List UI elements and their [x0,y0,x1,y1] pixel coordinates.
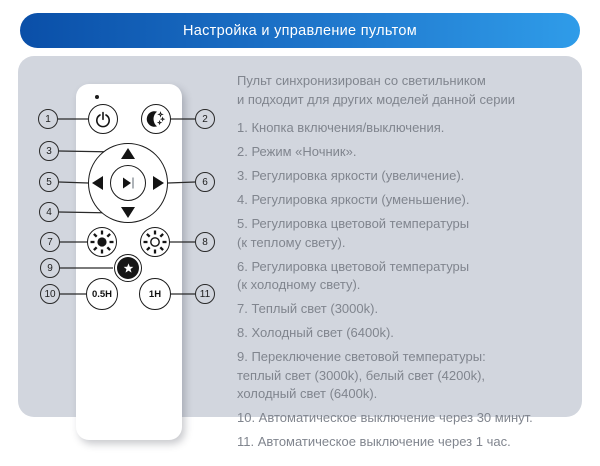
callout-11: 11 [195,284,215,304]
power-icon [94,110,112,128]
arrow-right-icon [153,176,164,190]
callout-4-number: 4 [46,206,52,218]
play-button [110,165,146,201]
callout-9: 9 [40,258,60,278]
instruction-item-3: 3. Регулировка яркости (увеличение). [237,168,465,183]
timer-30min-label: 0.5H [91,288,113,300]
callout-8: 8 [195,232,215,252]
instruction-item-2: 2. Режим «Ночник». [237,144,357,159]
power-button [88,104,118,134]
timer-30min-button: 0.5H [86,278,118,310]
star-disc [117,257,139,279]
instruction-item-8: 8. Холодный свет (6400k). [237,325,394,340]
header-banner: Настройка и управление пультом [20,13,580,48]
callout-5-number: 5 [46,176,52,188]
callout-7: 7 [40,232,60,252]
callout-2: 2 [195,109,215,129]
callout-11-number: 11 [199,288,211,300]
cold-light-icon [142,229,168,255]
instruction-item-6: 6. Регулировка цветовой температуры (к х… [237,258,470,293]
sync-note: Пульт синхронизирован со светильником и … [237,73,515,107]
warm-light-button [87,227,117,257]
play-icon [119,175,138,191]
callout-10: 10 [40,284,60,304]
instruction-item-7: 7. Теплый свет (3000k). [237,301,379,316]
instruction-item-11: 11. Автоматическое выключение через 1 ча… [237,434,511,449]
callout-10-number: 10 [44,288,56,300]
instruction-item-9: 9. Переключение световой температуры: те… [237,349,486,401]
warm-light-icon [89,229,115,255]
instruction-item-5: 5. Регулировка цветовой температуры (к т… [237,216,470,250]
instruction-item-4: 4. Регулировка яркости (уменьшение). [237,192,470,207]
temperature-cycle-button [114,254,142,282]
callout-3: 3 [39,141,59,161]
callout-3-number: 3 [46,145,52,157]
callout-8-number: 8 [202,236,208,248]
description-column: Пульт синхронизирован со светильником и … [237,72,585,457]
callout-2-number: 2 [202,113,208,125]
night-mode-icon [146,109,166,129]
timer-1hour-label: 1H [148,288,162,300]
callout-6-number: 6 [202,176,208,188]
arrow-left-icon [92,176,103,190]
arrow-up-icon [121,148,135,159]
page-title: Настройка и управление пультом [182,22,418,39]
callout-7-number: 7 [47,236,53,248]
instruction-item-1: 1. Кнопка включения/выключения. [237,120,445,135]
instruction-item-10: 10. Автоматическое выключение через 30 м… [237,410,533,425]
callout-1: 1 [38,109,58,129]
arrow-down-icon [121,207,135,218]
cold-light-button [140,227,170,257]
callout-5: 5 [39,172,59,192]
led-indicator [95,95,99,99]
callout-1-number: 1 [45,113,51,125]
night-mode-button [141,104,171,134]
callout-4: 4 [39,202,59,222]
timer-1hour-button: 1H [139,278,171,310]
star-icon [121,261,136,276]
callout-6: 6 [195,172,215,192]
callout-9-number: 9 [47,262,53,274]
